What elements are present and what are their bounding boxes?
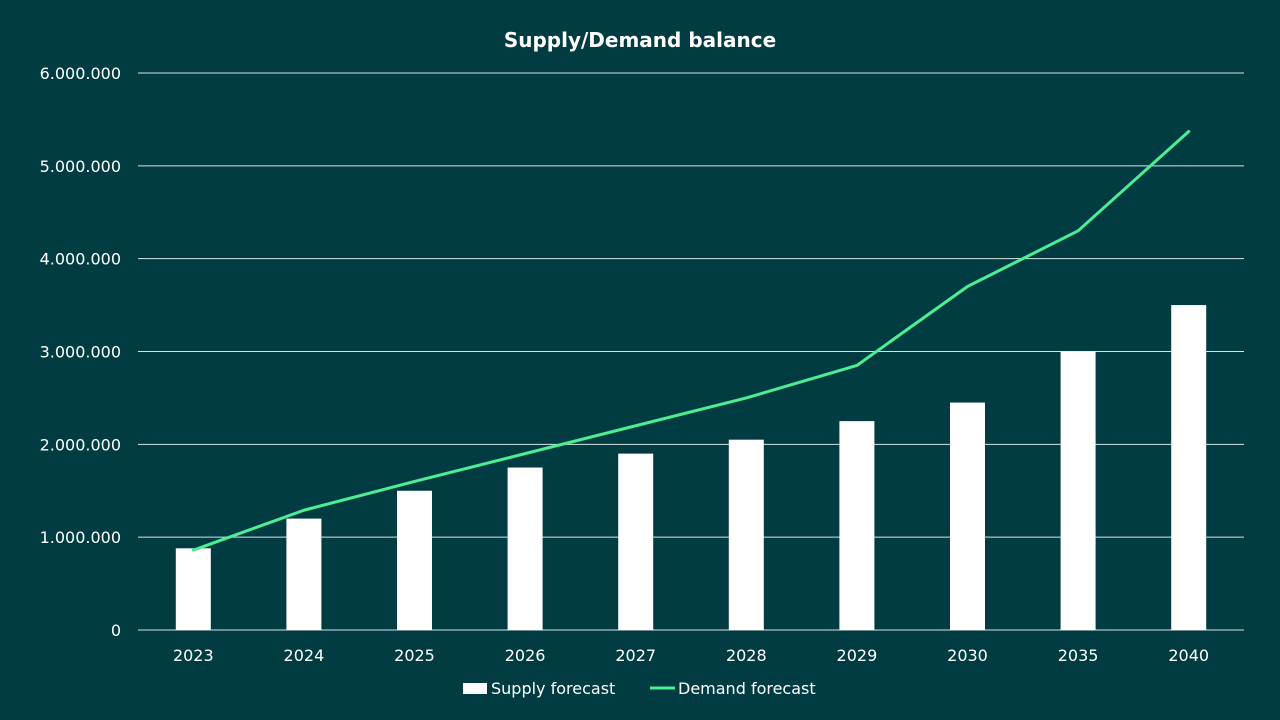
bar-supply-2026 xyxy=(507,467,543,630)
line-demand xyxy=(191,129,1191,552)
x-tick-label: 2029 xyxy=(837,646,878,665)
y-tick-label: 6.000.000 xyxy=(40,64,121,83)
legend: Supply forecast Demand forecast xyxy=(463,679,816,698)
bar-supply-2029 xyxy=(839,421,875,630)
x-tick-label: 2026 xyxy=(505,646,546,665)
legend-swatch-supply xyxy=(463,683,487,694)
bar-supply-2024 xyxy=(286,518,322,630)
bar-supply-2025 xyxy=(397,490,432,630)
x-tick-label: 2035 xyxy=(1058,646,1099,665)
x-tick-label: 2030 xyxy=(947,646,988,665)
x-tick-label: 2025 xyxy=(394,646,435,665)
y-tick-label: 1.000.000 xyxy=(40,528,121,547)
x-tick-label: 2023 xyxy=(173,646,214,665)
x-tick-label: 2024 xyxy=(284,646,325,665)
supply-bars xyxy=(175,305,1207,630)
bar-supply-2023 xyxy=(175,548,211,630)
y-tick-label: 0 xyxy=(111,621,121,640)
gridlines xyxy=(138,72,1244,631)
bar-supply-2040 xyxy=(1171,305,1207,630)
y-tick-label: 2.000.000 xyxy=(40,435,121,454)
x-tick-label: 2028 xyxy=(726,646,767,665)
x-tick-label: 2027 xyxy=(615,646,656,665)
legend-label-demand: Demand forecast xyxy=(678,679,816,698)
chart-title: Supply/Demand balance xyxy=(504,28,776,52)
bar-supply-2027 xyxy=(618,453,654,630)
demand-line xyxy=(191,129,1191,552)
y-tick-label: 3.000.000 xyxy=(40,343,121,362)
bar-supply-2030 xyxy=(950,402,985,630)
y-tick-label: 4.000.000 xyxy=(40,250,121,269)
bar-supply-2028 xyxy=(728,439,764,630)
y-axis: 0 1.000.000 2.000.000 3.000.000 4.000.000 5.0… xyxy=(40,64,121,640)
x-axis: 2023 2024 2025 2026 2027 2028 2029 2030 2035 2040 xyxy=(173,646,1209,665)
y-tick-label: 5.000.000 xyxy=(40,157,121,176)
x-tick-label: 2040 xyxy=(1168,646,1209,665)
bar-supply-2035 xyxy=(1060,351,1096,630)
legend-label-supply: Supply forecast xyxy=(491,679,615,698)
